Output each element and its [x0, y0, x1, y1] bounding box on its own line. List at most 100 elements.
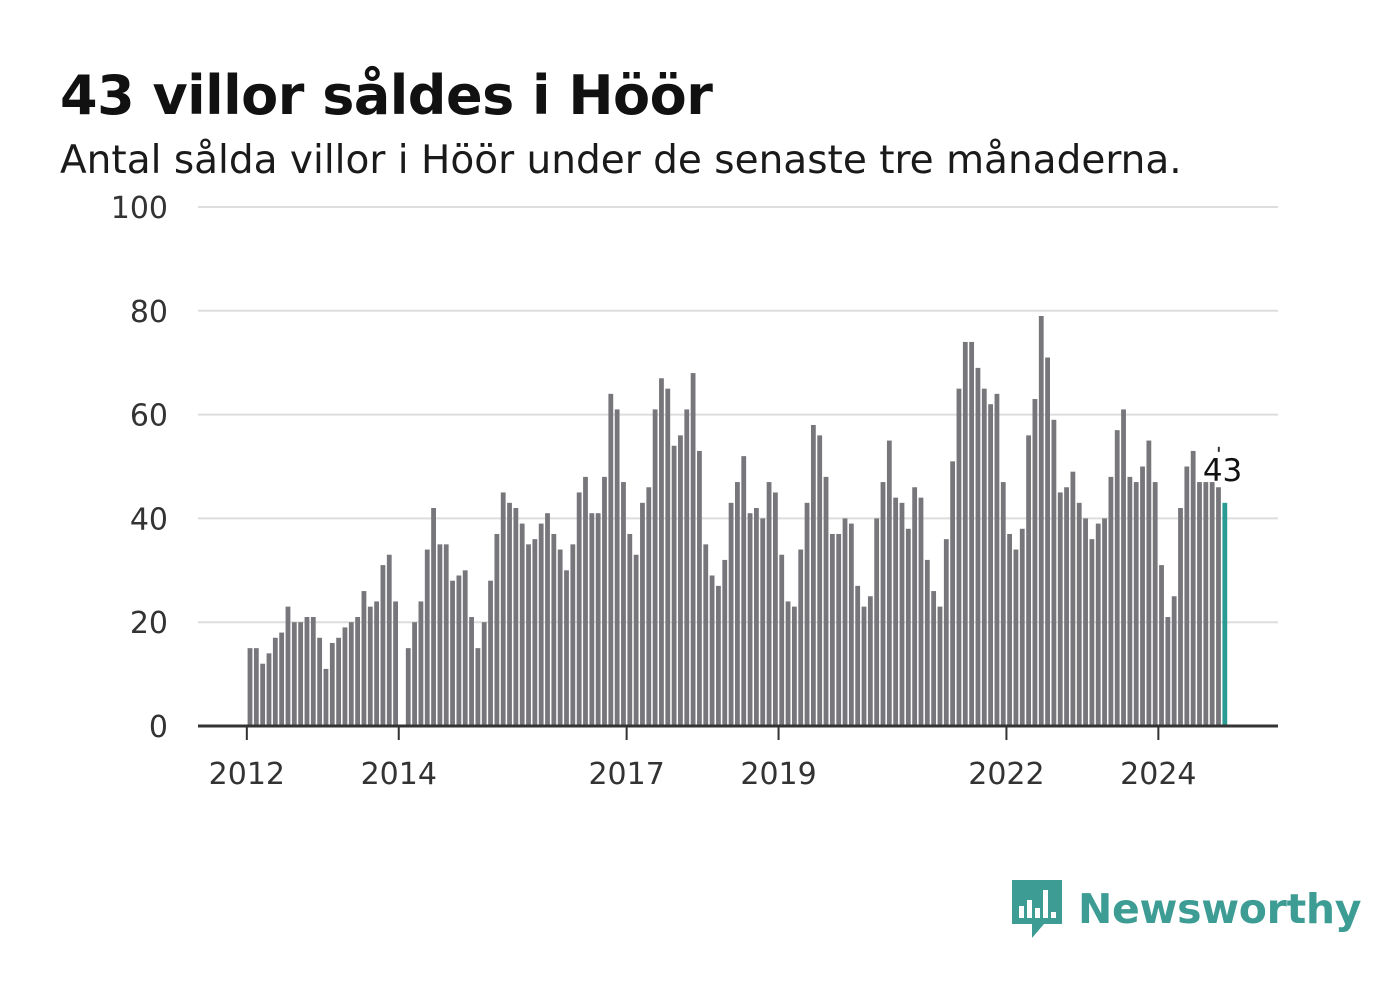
- bar: [697, 450, 702, 726]
- bar: [1045, 357, 1050, 726]
- highlight-value-label: 43: [1203, 453, 1242, 489]
- bar: [507, 502, 512, 726]
- bar: [1146, 440, 1152, 726]
- x-tick-label: 2014: [361, 757, 437, 792]
- bar: [247, 648, 253, 726]
- bar: [741, 456, 747, 726]
- bar: [424, 549, 430, 726]
- bar: [1095, 523, 1101, 726]
- bar: [519, 523, 525, 726]
- bar: [1057, 492, 1063, 726]
- bar: [640, 502, 645, 726]
- bar: [1133, 482, 1139, 726]
- bar: [671, 445, 677, 726]
- chart-subtitle: Antal sålda villor i Höör under de senas…: [60, 138, 1182, 183]
- bar: [456, 575, 462, 726]
- bar: [1026, 435, 1031, 726]
- bar: [1209, 482, 1215, 726]
- bar: [1102, 518, 1107, 726]
- bar: [772, 492, 778, 726]
- bar: [570, 544, 576, 726]
- bar: [665, 388, 671, 726]
- bar: [602, 476, 607, 726]
- chart-title: 43 villor såldes i Höör: [60, 64, 713, 127]
- bar: [962, 341, 968, 726]
- bar: [1114, 430, 1120, 726]
- bar: [874, 518, 880, 726]
- bar: [595, 513, 601, 726]
- bar: [475, 648, 481, 726]
- bar: [513, 508, 519, 726]
- bar: [386, 554, 392, 726]
- y-tick-label: 60: [130, 399, 168, 434]
- bar: [462, 570, 468, 726]
- bar: [760, 518, 766, 726]
- bar: [564, 570, 569, 726]
- bar: [988, 404, 994, 726]
- bar: [690, 373, 696, 726]
- bar: [823, 476, 829, 726]
- bar: [329, 642, 335, 726]
- bar: [728, 502, 734, 726]
- y-tick-label: 20: [130, 606, 168, 641]
- newsworthy-logo-icon: [1012, 880, 1062, 938]
- bar: [367, 606, 373, 726]
- bar: [779, 554, 785, 726]
- bar: [545, 513, 550, 726]
- bar: [804, 502, 810, 726]
- bar: [488, 580, 493, 726]
- bar: [684, 409, 690, 726]
- bar: [1159, 565, 1164, 726]
- bar: [754, 508, 759, 726]
- bar: [291, 622, 297, 726]
- bar: [709, 575, 715, 726]
- bar: [1064, 487, 1069, 726]
- bar: [1007, 533, 1012, 726]
- bar: [785, 601, 791, 726]
- bar: [412, 622, 417, 726]
- bar: [981, 388, 987, 726]
- x-tick-label: 2024: [1120, 757, 1196, 792]
- bar: [918, 497, 924, 726]
- bar: [532, 539, 538, 726]
- bar: [969, 341, 975, 726]
- bar: [298, 622, 304, 726]
- bar: [1216, 487, 1221, 726]
- bar: [1000, 482, 1006, 726]
- bar: [1076, 502, 1082, 726]
- bar: [323, 668, 329, 726]
- bar: [1108, 476, 1114, 726]
- bar: [1038, 315, 1044, 726]
- bar: [1051, 419, 1057, 726]
- bar: [798, 549, 804, 726]
- x-tick-label: 2022: [968, 757, 1044, 792]
- bar: [437, 544, 443, 726]
- x-tick-label: 2012: [209, 757, 285, 792]
- x-tick-label: 2019: [740, 757, 816, 792]
- bar: [1070, 471, 1076, 726]
- bar: [1197, 482, 1202, 726]
- bar: [861, 606, 867, 726]
- brand-name: Newsworthy: [1078, 885, 1362, 933]
- bar: [1184, 466, 1190, 726]
- bar: [937, 606, 943, 726]
- bar: [393, 601, 398, 726]
- bar: [310, 617, 316, 726]
- newsworthy-logo: Newsworthy: [1010, 878, 1361, 940]
- bar: [848, 523, 854, 726]
- bar: [1171, 596, 1177, 726]
- bar: [538, 523, 544, 726]
- bar: [405, 648, 411, 726]
- y-tick-label: 40: [130, 502, 168, 537]
- bar: [621, 482, 626, 726]
- bar: [975, 367, 981, 726]
- y-tick-label: 100: [111, 191, 168, 226]
- bar: [1019, 528, 1025, 726]
- bar: [880, 482, 886, 726]
- bar: [1089, 539, 1095, 726]
- bar: [722, 559, 728, 726]
- bar: [608, 393, 614, 726]
- bar: [829, 533, 835, 726]
- bar: [1127, 476, 1133, 726]
